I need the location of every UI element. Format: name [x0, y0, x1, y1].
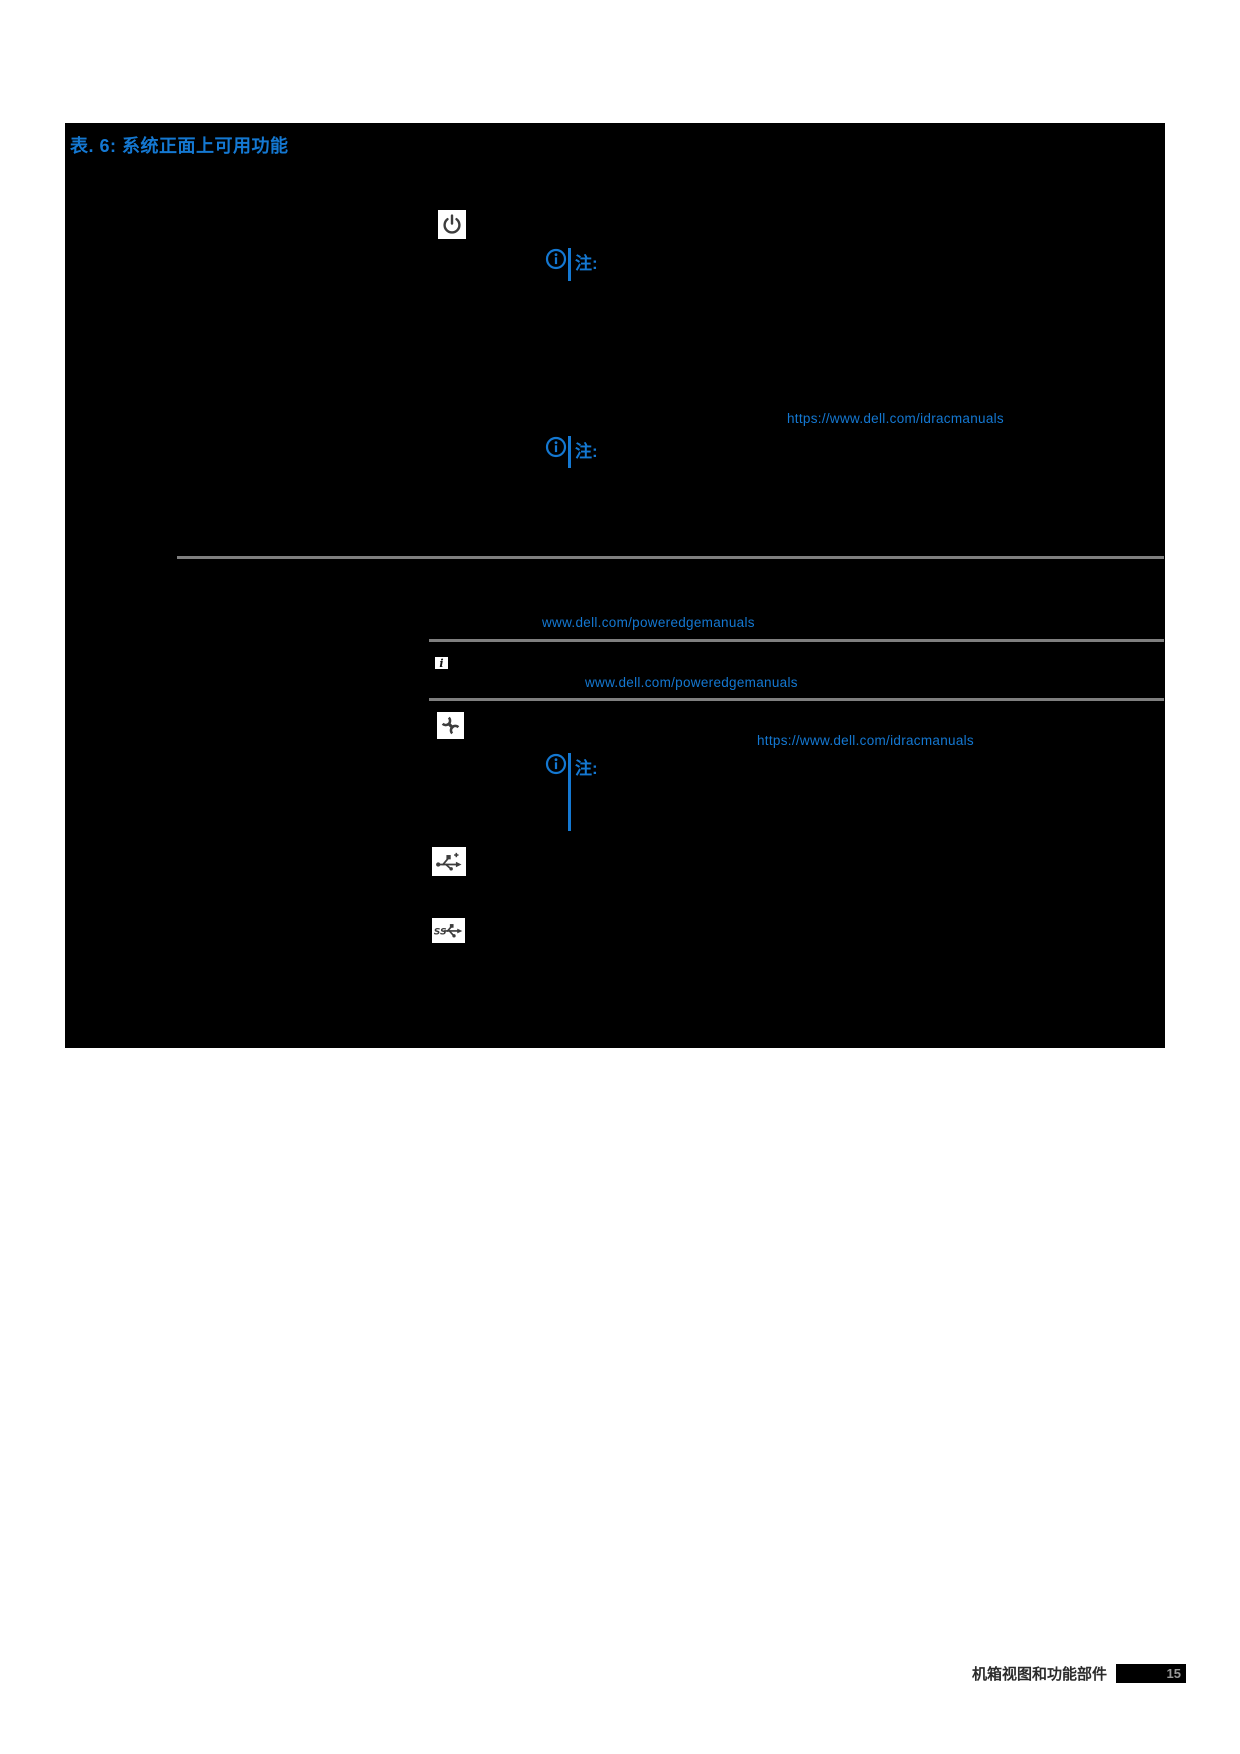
footer-section-title: 机箱视图和功能部件	[971, 1666, 1107, 1683]
usb-port-icon	[432, 847, 466, 876]
table-6-title: 表. 6: 系统正面上可用功能	[70, 136, 289, 156]
note-vertical-bar	[568, 248, 571, 281]
power-button-icon	[438, 210, 466, 239]
info-circle-icon	[545, 436, 567, 458]
note-label: 注:	[575, 759, 598, 778]
separator-line-1	[177, 556, 1164, 559]
ss-label: SS	[434, 927, 447, 938]
wrench-icon	[437, 712, 464, 739]
link-idracmanuals-1[interactable]: https://www.dell.com/idracmanuals	[787, 411, 1004, 426]
separator-line-3	[429, 698, 1164, 701]
page-footer: 机箱视图和功能部件 15	[65, 1663, 1186, 1684]
info-small-icon: i	[435, 657, 448, 669]
footer-page-number: 15	[1166, 1666, 1181, 1681]
power-glyph	[443, 213, 461, 234]
link-idracmanuals-2[interactable]: https://www.dell.com/idracmanuals	[757, 733, 974, 748]
note-vertical-bar	[568, 753, 571, 831]
wrench-glyph	[441, 716, 460, 735]
usb-superspeed-icon: SS	[432, 918, 465, 943]
link-poweredgemanuals-1[interactable]: www.dell.com/poweredgemanuals	[542, 615, 755, 630]
note-label: 注:	[575, 442, 598, 461]
separator-line-2	[429, 639, 1164, 642]
ss-usb-glyph: SS	[434, 924, 463, 938]
note-label: 注:	[575, 254, 598, 273]
info-circle-icon	[545, 248, 567, 270]
info-small-glyph: i	[439, 656, 444, 670]
table-6-region: 表. 6: 系统正面上可用功能 注: https://www.dell.com/…	[65, 123, 1165, 1048]
note-vertical-bar	[568, 436, 571, 468]
info-circle-icon	[545, 753, 567, 775]
usb-glyph	[436, 852, 462, 871]
link-poweredgemanuals-2[interactable]: www.dell.com/poweredgemanuals	[585, 675, 798, 690]
footer-page-bar: 15	[1116, 1664, 1186, 1683]
